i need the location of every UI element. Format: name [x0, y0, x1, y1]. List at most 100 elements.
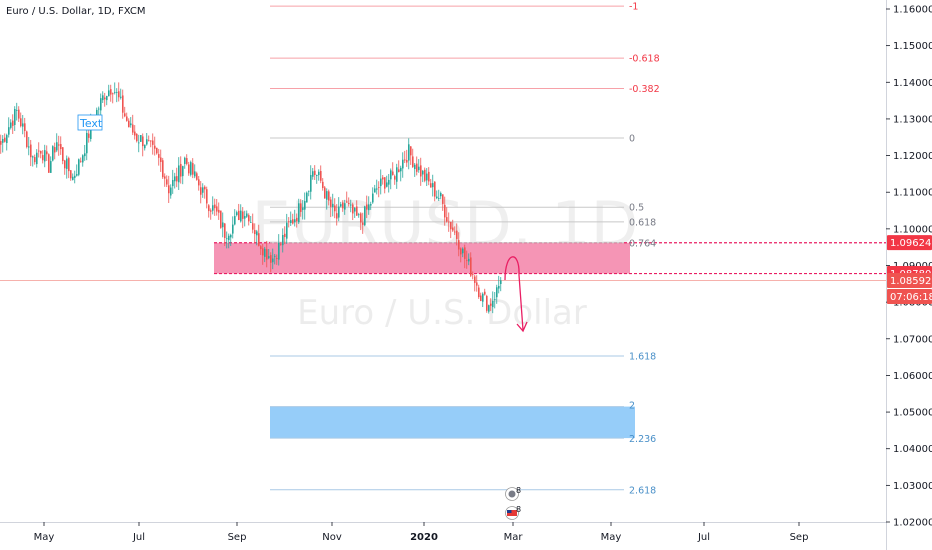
candle-body[interactable]: [84, 153, 86, 157]
candle-body[interactable]: [202, 187, 204, 193]
candle-body[interactable]: [58, 144, 60, 146]
candle-body[interactable]: [358, 214, 360, 216]
candle-body[interactable]: [286, 222, 288, 239]
candle-body[interactable]: [216, 206, 218, 212]
candle-body[interactable]: [362, 222, 364, 225]
candle-body[interactable]: [260, 246, 262, 250]
candle-body[interactable]: [372, 193, 374, 203]
candle-body[interactable]: [164, 176, 166, 179]
candle-body[interactable]: [206, 189, 208, 204]
candle-body[interactable]: [52, 146, 54, 161]
candle-body[interactable]: [308, 190, 310, 192]
candle-body[interactable]: [350, 204, 352, 206]
candle-body[interactable]: [132, 124, 134, 133]
candle-body[interactable]: [340, 204, 342, 207]
candle-body[interactable]: [278, 242, 280, 260]
candle-body[interactable]: [196, 173, 198, 180]
candle-body[interactable]: [68, 158, 70, 172]
candle-body[interactable]: [4, 137, 6, 142]
candle-body[interactable]: [22, 123, 24, 127]
candle-body[interactable]: [450, 221, 452, 230]
candle-body[interactable]: [404, 159, 406, 161]
candle-body[interactable]: [464, 247, 466, 259]
candle-body[interactable]: [274, 255, 276, 257]
candle-body[interactable]: [354, 207, 356, 212]
candle-body[interactable]: [310, 174, 312, 192]
candle-body[interactable]: [242, 211, 244, 219]
candle-body[interactable]: [394, 176, 396, 180]
candle-body[interactable]: [178, 165, 180, 183]
candle-body[interactable]: [74, 175, 76, 178]
candle-body[interactable]: [256, 231, 258, 236]
candle-body[interactable]: [444, 204, 446, 218]
candle-body[interactable]: [26, 131, 28, 147]
candle-body[interactable]: [406, 160, 408, 163]
text-label-drawing[interactable]: Text: [77, 114, 103, 131]
candle-body[interactable]: [222, 222, 224, 228]
candle-body[interactable]: [120, 96, 122, 98]
candle-body[interactable]: [226, 238, 228, 240]
candle-body[interactable]: [292, 219, 294, 224]
candle-body[interactable]: [282, 234, 284, 246]
candle-body[interactable]: [78, 159, 80, 175]
candle-body[interactable]: [452, 227, 454, 231]
candle-body[interactable]: [128, 120, 130, 128]
candle-body[interactable]: [130, 123, 132, 126]
candle-body[interactable]: [352, 204, 354, 214]
candle-body[interactable]: [478, 287, 480, 298]
candle-body[interactable]: [430, 183, 432, 188]
candle-body[interactable]: [44, 150, 46, 162]
candle-body[interactable]: [458, 240, 460, 250]
candle-body[interactable]: [106, 95, 108, 101]
candle-body[interactable]: [496, 287, 498, 298]
candle-body[interactable]: [374, 188, 376, 193]
candle-body[interactable]: [338, 206, 340, 218]
candle-body[interactable]: [66, 158, 68, 169]
candle-body[interactable]: [24, 123, 26, 131]
candle-body[interactable]: [224, 223, 226, 238]
candle-body[interactable]: [440, 193, 442, 197]
candle-body[interactable]: [32, 156, 34, 158]
candle-body[interactable]: [250, 222, 252, 223]
candle-body[interactable]: [108, 90, 110, 97]
candle-body[interactable]: [490, 303, 492, 306]
candle-body[interactable]: [420, 165, 422, 177]
candle-body[interactable]: [188, 164, 190, 174]
candle-body[interactable]: [20, 118, 22, 127]
candle-body[interactable]: [482, 293, 484, 302]
candle-body[interactable]: [214, 204, 216, 209]
candle-body[interactable]: [484, 291, 486, 295]
economic-event-badge[interactable]: 8: [505, 505, 522, 520]
candle-body[interactable]: [402, 159, 404, 169]
candle-body[interactable]: [140, 135, 142, 142]
candle-body[interactable]: [276, 258, 278, 259]
candle-body[interactable]: [56, 142, 58, 151]
candle-body[interactable]: [172, 179, 174, 187]
candle-body[interactable]: [80, 160, 82, 162]
candle-body[interactable]: [2, 138, 4, 143]
candle-body[interactable]: [298, 203, 300, 223]
candle-body[interactable]: [156, 147, 158, 154]
candle-body[interactable]: [160, 157, 162, 163]
candle-body[interactable]: [122, 95, 124, 113]
candle-body[interactable]: [14, 109, 16, 125]
candle-body[interactable]: [262, 248, 264, 256]
candle-body[interactable]: [12, 120, 14, 126]
candle-body[interactable]: [284, 233, 286, 238]
candle-body[interactable]: [166, 179, 168, 185]
candle-body[interactable]: [102, 95, 104, 101]
candle-body[interactable]: [190, 162, 192, 175]
candle-body[interactable]: [476, 282, 478, 286]
candle-body[interactable]: [116, 92, 118, 93]
economic-event-badge[interactable]: 8: [505, 486, 522, 501]
candle-body[interactable]: [364, 206, 366, 226]
candle-body[interactable]: [104, 97, 106, 100]
candle-body[interactable]: [306, 192, 308, 203]
candle-body[interactable]: [98, 108, 100, 110]
candle-body[interactable]: [330, 199, 332, 207]
candle-body[interactable]: [34, 157, 36, 163]
candle-body[interactable]: [388, 179, 390, 185]
candle-body[interactable]: [334, 205, 336, 212]
